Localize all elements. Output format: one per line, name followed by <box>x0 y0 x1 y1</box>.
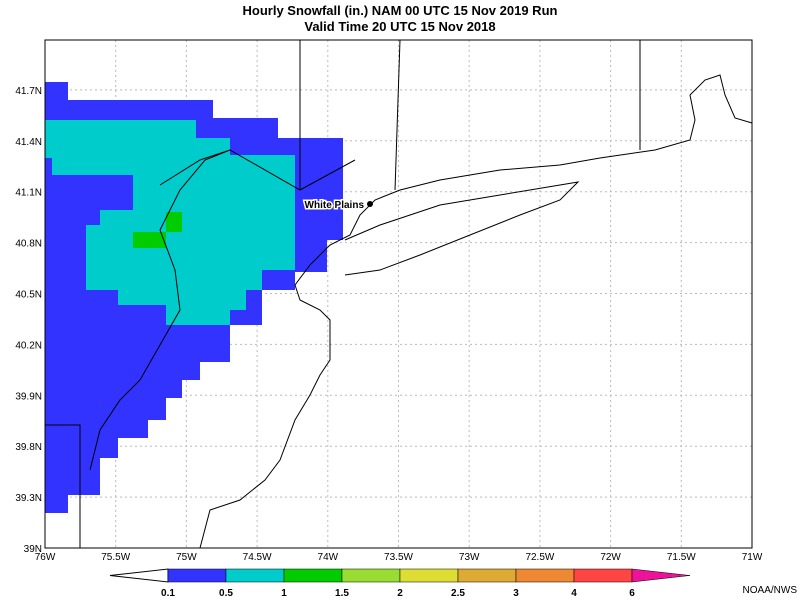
legend-label: 3 <box>513 588 519 599</box>
legend-min <box>109 568 169 583</box>
axis-labels: 76W 75.5W 75W 74.5W 74W 73.5W 73W 72.5W 72W 71.5W… <box>15 86 763 563</box>
lat-label: 40.5N <box>15 290 42 301</box>
snow-1 <box>133 212 182 248</box>
lat-label: 41.1N <box>15 188 42 199</box>
legend-label: 1 <box>281 588 287 599</box>
boundaries <box>45 39 753 549</box>
legend-label: 2 <box>397 588 403 599</box>
legend-swatch <box>515 568 575 583</box>
legend-label: 0.5 <box>219 588 233 599</box>
lon-label: 72.5W <box>525 552 554 563</box>
legend-label: 6 <box>629 588 635 599</box>
lat-label: 39N <box>24 544 42 555</box>
credit: NOAA/NWS <box>743 585 798 596</box>
lon-label: 71W <box>742 552 763 563</box>
lat-label: 40.2N <box>15 340 42 351</box>
lon-label: 73W <box>459 552 480 563</box>
legend-swatch <box>283 568 343 583</box>
snowfall <box>45 82 343 513</box>
city-dot <box>367 201 373 207</box>
plot-frame <box>44 39 753 549</box>
subtitle: Valid Time 20 UTC 15 Nov 2018 <box>304 19 495 34</box>
legend-label: 1.5 <box>335 588 349 599</box>
legend-label: 2.5 <box>451 588 465 599</box>
lon-label: 71.5W <box>667 552 696 563</box>
lon-label: 74W <box>318 552 339 563</box>
lat-label: 40.8N <box>15 239 42 250</box>
legend-swatch <box>399 568 459 583</box>
lat-label: 41.4N <box>15 137 42 148</box>
long-island <box>344 181 580 276</box>
legend-label: 4 <box>571 588 577 599</box>
lat-label: 41.7N <box>15 86 42 97</box>
lon-label: 74.5W <box>243 552 272 563</box>
legend-max <box>631 568 691 583</box>
lon-label: 75W <box>176 552 197 563</box>
title: Hourly Snowfall (in.) NAM 00 UTC 15 Nov … <box>243 3 558 18</box>
lat-label: 39.9N <box>15 391 42 402</box>
coastline <box>199 74 753 549</box>
legend-swatch <box>167 568 227 583</box>
lon-label: 72W <box>600 552 621 563</box>
lon-label: 75.5W <box>101 552 130 563</box>
lat-label: 39.8N <box>15 442 42 453</box>
legend-swatch <box>341 568 401 583</box>
legend-swatch <box>573 568 633 583</box>
lon-label: 73.5W <box>384 552 413 563</box>
legend-label: 0.1 <box>161 588 175 599</box>
lat-label: 39.3N <box>15 493 42 504</box>
lon-label: 76W <box>35 552 56 563</box>
legend: 0.1 0.5 1 1.5 2 2.5 3 4 6 <box>109 568 691 599</box>
city-label: White Plains <box>305 200 365 211</box>
legend-swatch <box>225 568 285 583</box>
legend-swatch <box>457 568 517 583</box>
state-border <box>45 39 641 548</box>
